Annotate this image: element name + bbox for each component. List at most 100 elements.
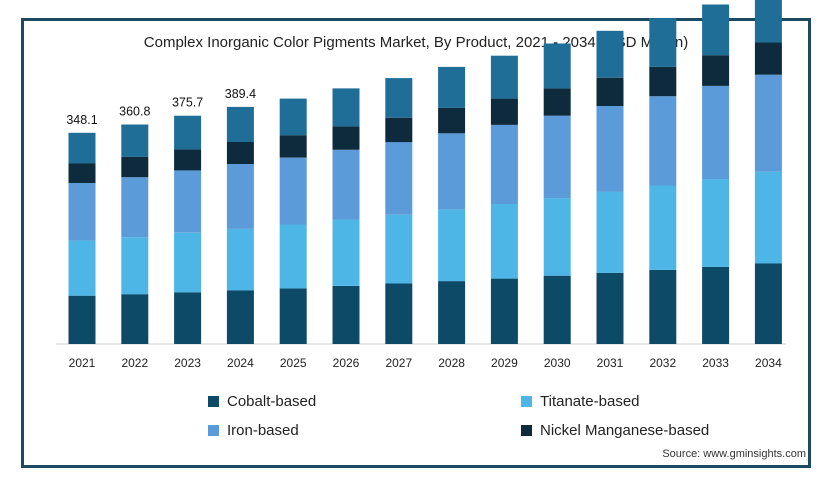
x-tick-label-2025: 2025 — [280, 356, 307, 370]
bar-segment-2029-3 — [490, 98, 518, 125]
bar-segment-2026-2 — [332, 149, 360, 220]
x-tick-label-2030: 2030 — [544, 356, 571, 370]
bar-segment-2029-4 — [490, 55, 518, 99]
x-tick-label-2028: 2028 — [438, 356, 465, 370]
legend-item-iron: Iron-based — [208, 422, 299, 439]
bar-segment-2023-1 — [174, 232, 202, 293]
bar-segment-2024-1 — [226, 228, 254, 291]
bar-segment-2025-3 — [279, 135, 307, 158]
bar-segment-2030-3 — [543, 88, 571, 116]
bar-segment-2027-3 — [385, 117, 413, 143]
bar-segment-2028-3 — [438, 107, 466, 134]
legend-label-nickel-manganese: Nickel Manganese-based — [540, 422, 710, 439]
data-label-2024: 389.4 — [225, 87, 256, 101]
legend-item-cobalt: Cobalt-based — [208, 393, 316, 410]
bar-segment-2028-4 — [438, 66, 466, 108]
bar-segment-2032-4 — [649, 18, 677, 67]
bar-segment-2026-3 — [332, 126, 360, 150]
bar-segment-2027-1 — [385, 214, 413, 284]
x-tick-label-2033: 2033 — [702, 356, 729, 370]
bar-segment-2031-3 — [596, 77, 624, 106]
bar-segment-2023-0 — [174, 292, 202, 344]
bar-segment-2027-0 — [385, 283, 413, 344]
data-label-2021: 348.1 — [66, 113, 97, 127]
bar-segment-2024-3 — [226, 142, 254, 164]
bar-segment-2023-2 — [174, 170, 202, 233]
bar-segment-2031-1 — [596, 191, 624, 273]
x-tick-label-2027: 2027 — [385, 356, 412, 370]
bar-segment-2025-1 — [279, 224, 307, 289]
legend-item-nickel-manganese: Nickel Manganese-based — [521, 422, 709, 439]
bar-segment-2022-3 — [121, 156, 149, 178]
bar-segment-2024-0 — [226, 290, 254, 344]
bar-segment-2026-0 — [332, 286, 360, 344]
bar-segment-2026-1 — [332, 219, 360, 286]
bar-segment-2034-2 — [754, 74, 782, 172]
bar-segment-2024-2 — [226, 164, 254, 229]
bar-segment-2029-1 — [490, 204, 518, 279]
bar-segment-2030-1 — [543, 198, 571, 276]
chart-frame — [21, 18, 811, 468]
bar-segment-2022-4 — [121, 124, 149, 157]
bar-segment-2025-0 — [279, 288, 307, 344]
legend-label-titanate: Titanate-based — [540, 393, 640, 410]
bar-segment-2022-2 — [121, 177, 149, 238]
bar-segment-2029-0 — [490, 278, 518, 344]
x-tick-label-2022: 2022 — [121, 356, 148, 370]
bar-segment-2033-0 — [702, 266, 730, 344]
bar-segment-2032-3 — [649, 66, 677, 97]
source-note: Source: www.gminsights.com — [662, 448, 806, 460]
bar-segment-2034-4 — [754, 0, 782, 43]
bar-segment-2033-4 — [702, 4, 730, 56]
x-tick-label-2026: 2026 — [333, 356, 360, 370]
bar-segment-2031-4 — [596, 30, 624, 78]
legend-swatch-nickel-manganese — [521, 425, 532, 436]
x-tick-label-2023: 2023 — [174, 356, 201, 370]
bar-segment-2021-4 — [68, 132, 96, 164]
bar-segment-2034-3 — [754, 42, 782, 75]
bar-segment-2031-2 — [596, 106, 624, 192]
x-tick-label-2024: 2024 — [227, 356, 254, 370]
x-tick-label-2021: 2021 — [69, 356, 96, 370]
bar-segment-2033-2 — [702, 86, 730, 180]
legend-item-titanate: Titanate-based — [521, 393, 640, 410]
bar-segment-2024-4 — [226, 106, 254, 142]
bar-segment-2032-2 — [649, 96, 677, 186]
x-tick-label-2029: 2029 — [491, 356, 518, 370]
x-tick-label-2031: 2031 — [597, 356, 624, 370]
bar-segment-2034-1 — [754, 171, 782, 264]
bar-segment-2032-0 — [649, 269, 677, 344]
bar-segment-2034-0 — [754, 263, 782, 344]
bar-segment-2021-1 — [68, 240, 96, 296]
data-label-2023: 375.7 — [172, 96, 203, 110]
bar-segment-2030-0 — [543, 275, 571, 344]
bar-segment-2028-0 — [438, 281, 466, 344]
bar-segment-2029-2 — [490, 125, 518, 204]
bar-segment-2031-0 — [596, 272, 624, 344]
bar-segment-2023-4 — [174, 115, 202, 150]
bar-segment-2022-0 — [121, 294, 149, 344]
bar-segment-2030-4 — [543, 43, 571, 89]
bar-segment-2025-4 — [279, 98, 307, 136]
bar-segment-2023-3 — [174, 149, 202, 171]
bar-segment-2033-3 — [702, 55, 730, 86]
bar-segment-2028-1 — [438, 209, 466, 282]
x-tick-label-2032: 2032 — [649, 356, 676, 370]
bar-segment-2030-2 — [543, 115, 571, 199]
bar-segment-2021-2 — [68, 183, 96, 241]
bar-segment-2025-2 — [279, 157, 307, 225]
legend-swatch-iron — [208, 425, 219, 436]
bar-segment-2027-2 — [385, 142, 413, 215]
legend-swatch-cobalt — [208, 396, 219, 407]
bar-segment-2032-1 — [649, 185, 677, 270]
bar-segment-2033-1 — [702, 179, 730, 267]
legend-swatch-titanate — [521, 396, 532, 407]
x-tick-label-2034: 2034 — [755, 356, 782, 370]
bar-segment-2028-2 — [438, 133, 466, 210]
bar-segment-2022-1 — [121, 237, 149, 295]
legend-label-cobalt: Cobalt-based — [227, 393, 317, 410]
bar-segment-2026-4 — [332, 88, 360, 127]
bar-segment-2021-0 — [68, 295, 96, 344]
bar-segment-2027-4 — [385, 78, 413, 118]
